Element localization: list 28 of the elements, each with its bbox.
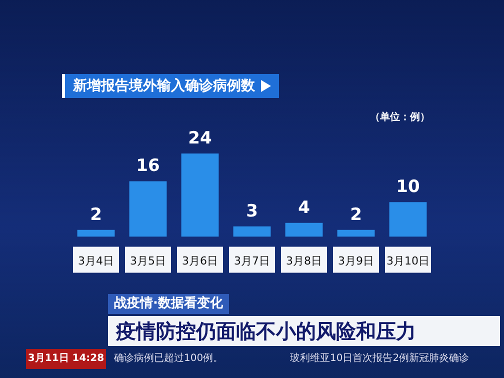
data-label: 3: [246, 201, 258, 222]
x-tick-label: 3月7日: [234, 254, 270, 268]
x-tick-label: 3月5日: [130, 254, 166, 268]
data-label: 2: [90, 204, 102, 225]
data-label: 2: [350, 204, 362, 225]
bar: [337, 230, 375, 237]
x-tick-label: 3月9日: [338, 254, 374, 268]
chart-subtitle: （单位：例）: [370, 110, 430, 124]
x-tick-label: 3月10日: [386, 254, 430, 268]
bar: [181, 153, 219, 237]
bar: [233, 226, 271, 237]
text: 3月11日 14:28: [26, 349, 106, 369]
x-tick-label: 3月4日: [78, 254, 114, 268]
text: 确诊病例已超过100例。: [114, 352, 224, 366]
data-label: 4: [298, 198, 310, 218]
bar: [389, 202, 427, 237]
x-tick-label: 3月8日: [286, 254, 322, 268]
x-tick-label: 3月6日: [182, 254, 218, 268]
text: 玻利维亚10日首次报告2例新冠肺炎确诊: [290, 352, 470, 366]
chart-title: 新增报告境外输入确诊病例数: [62, 74, 279, 98]
data-label: 24: [188, 128, 212, 148]
bar: [285, 222, 323, 237]
bar: [129, 181, 167, 237]
text: 战疫情·数据看变化: [108, 294, 229, 314]
data-label: 16: [136, 156, 160, 176]
text: 疫情防控仍面临不小的风险和压力: [108, 316, 500, 346]
bar: [77, 230, 115, 237]
data-label: 10: [396, 177, 420, 197]
